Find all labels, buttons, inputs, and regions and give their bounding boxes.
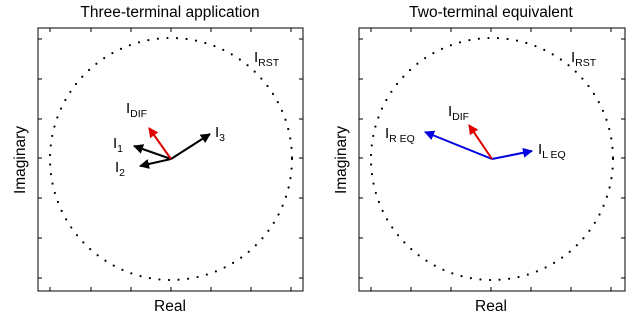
label-ireq: IR EQ: [385, 125, 415, 145]
phasor-idif: [468, 124, 493, 160]
label-ileq: IL EQ: [538, 141, 566, 161]
phasor-i3: [170, 133, 211, 160]
x-axis-label: Real: [154, 298, 186, 315]
phasor-i1: [133, 144, 172, 160]
panel-two-terminal: Two-terminal equivalent IRST: [333, 4, 626, 315]
axis-ticks: [359, 28, 625, 291]
label-i3: I3: [215, 124, 225, 144]
circle-label-irst: IRST: [571, 49, 597, 69]
axis-ticks: [38, 28, 303, 291]
panel-title: Three-terminal application: [80, 4, 259, 21]
phasor-ireq: [424, 130, 493, 160]
y-axis-label: Imaginary: [12, 126, 29, 194]
phasor-ileq: [491, 147, 533, 160]
circle-label-irst: IRST: [254, 49, 280, 69]
panel-three-terminal: Three-terminal application IRST: [12, 4, 304, 315]
label-i2: I2: [115, 159, 125, 179]
restraint-circle: [369, 36, 615, 282]
y-axis-label: Imaginary: [333, 126, 350, 194]
restraint-circle: [48, 36, 294, 282]
plot-frame: [358, 27, 626, 292]
label-i1: I1: [113, 135, 123, 155]
label-idif: IDIF: [126, 100, 147, 120]
panel-title: Two-terminal equivalent: [409, 4, 573, 21]
label-idif: IDIF: [448, 103, 469, 123]
phasor-i2: [139, 158, 172, 169]
x-axis-label: Real: [475, 298, 507, 315]
phasor-idif: [148, 127, 172, 160]
